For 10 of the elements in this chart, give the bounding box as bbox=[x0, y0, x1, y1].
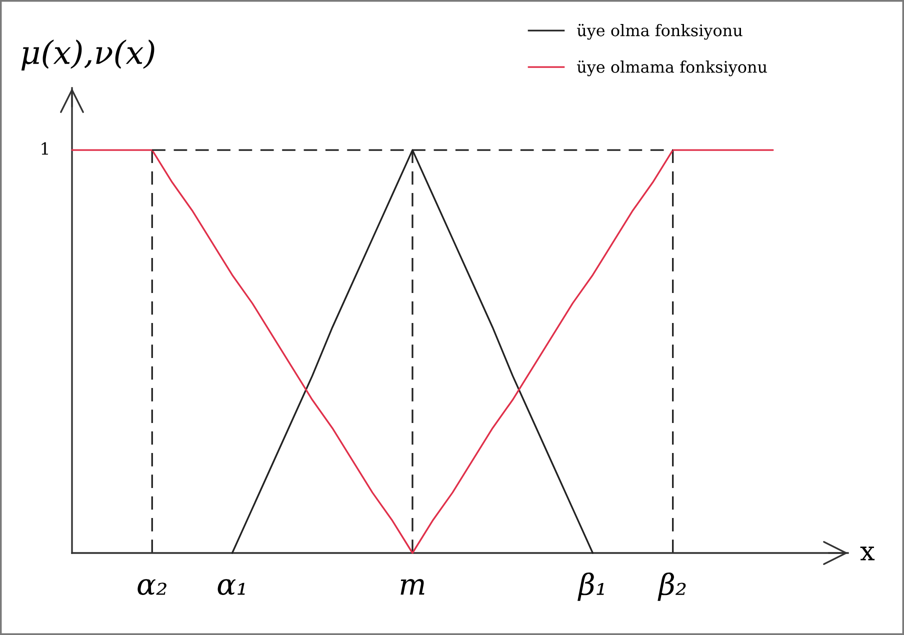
y-axis-title: μ(x),ν(x) bbox=[21, 40, 154, 70]
x-axis-title: x bbox=[860, 546, 875, 560]
x-tick-label: m bbox=[400, 579, 424, 595]
text: 1 bbox=[42, 142, 48, 155]
legend-label: üye olmama fonksiyonu bbox=[577, 60, 767, 76]
legend-label: üye olma fonksiyonu bbox=[577, 24, 742, 40]
x-tick-label: β₂ bbox=[658, 572, 686, 601]
x-tick-label: α₂ bbox=[138, 579, 166, 595]
x-tick-label: α₁ bbox=[218, 579, 245, 595]
x-tick-label: β₁ bbox=[578, 572, 604, 601]
